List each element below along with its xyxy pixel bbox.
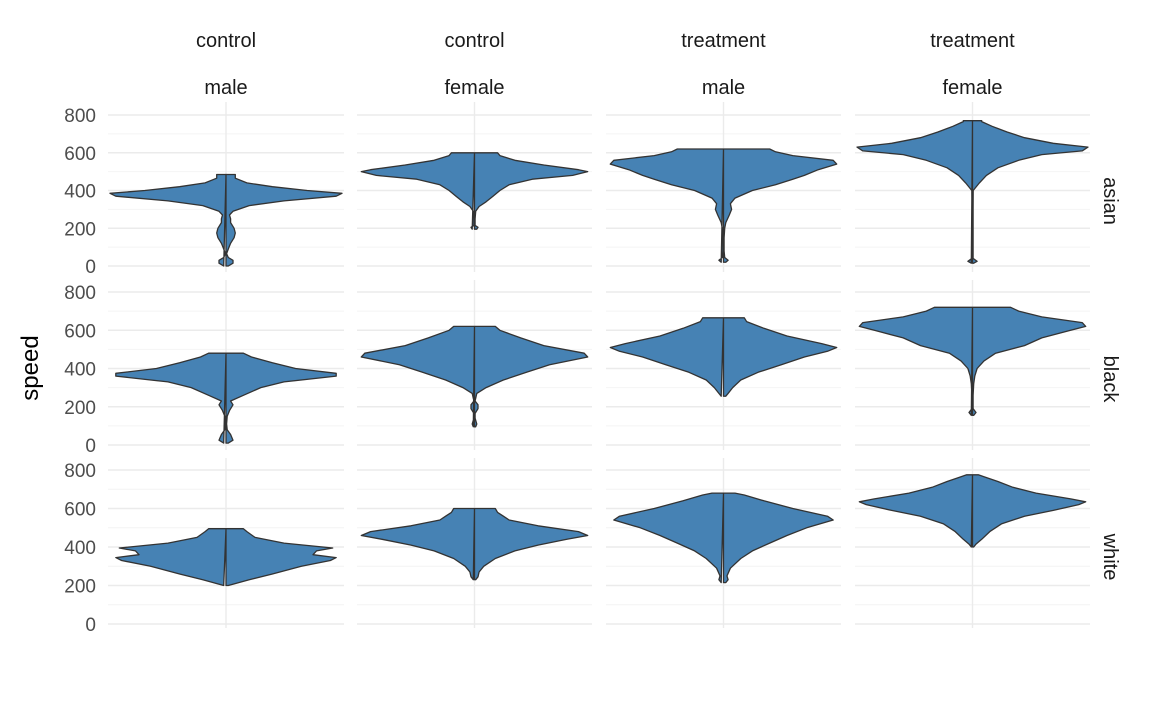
y-tick-label: 600 [64,500,96,521]
column-strip-condition: control [444,30,504,52]
y-tick-label: 400 [64,538,96,559]
y-tick-label: 600 [64,144,96,165]
row-strip-label: asian [1099,177,1121,225]
column-strip-condition: treatment [930,30,1015,52]
violin-asian-1 [360,152,589,230]
violin-asian-3 [856,120,1089,264]
column-strip-sex: male [204,77,247,99]
y-tick-label: 800 [64,461,96,482]
column-strip-sex: male [702,77,745,99]
y-axis-title: speed [17,335,44,400]
column-strip-sex: female [444,77,504,99]
y-tick-label: 200 [64,577,96,598]
y-tick-label: 0 [85,615,96,636]
violin-white-0 [115,528,337,587]
violin-black-2 [609,317,838,397]
violin-white-1 [360,507,589,581]
y-tick-label: 800 [64,283,96,304]
y-tick-label: 200 [64,398,96,419]
violin-black-0 [115,352,337,444]
column-strip-sex: female [942,77,1002,99]
y-tick-label: 400 [64,360,96,381]
row-strip-label: white [1099,533,1121,581]
y-tick-label: 0 [85,436,96,457]
y-tick-label: 0 [85,257,96,278]
violin-asian-2 [609,148,838,263]
violin-asian-0 [109,173,343,267]
row-strip-label: black [1099,356,1121,404]
y-tick-label: 600 [64,321,96,342]
violin-white-3 [858,474,1087,548]
text-layer: 0 200 400 600 800 asian 0 200 400 600 800 black 0 200… [64,30,1121,636]
column-strip-condition: treatment [681,30,766,52]
violin-white-2 [613,492,834,584]
y-tick-label: 400 [64,182,96,203]
column-strip-condition: control [196,30,256,52]
violin-layer [109,120,1089,587]
violin-black-3 [858,306,1087,417]
y-tick-label: 800 [64,106,96,127]
violin-black-1 [360,325,589,428]
y-tick-label: 200 [64,219,96,240]
